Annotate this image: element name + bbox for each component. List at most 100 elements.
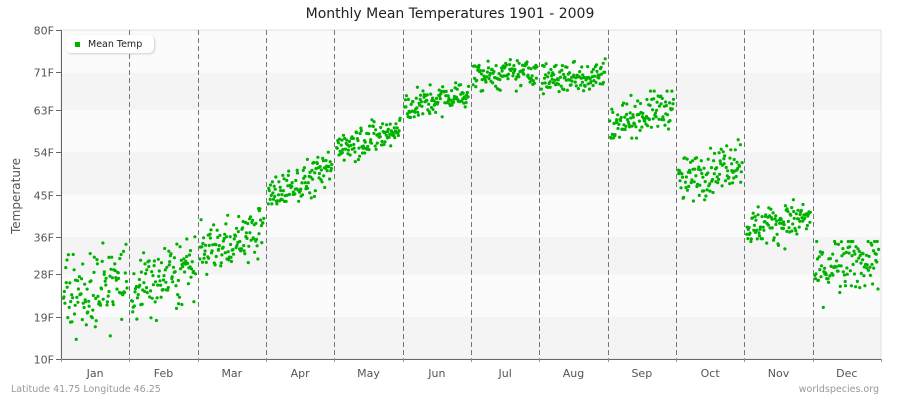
data-point [178, 245, 182, 249]
data-point [854, 285, 858, 289]
data-point [414, 96, 418, 100]
data-point [732, 157, 736, 162]
data-point [519, 83, 523, 87]
data-point [850, 254, 854, 258]
data-point [722, 162, 726, 166]
data-point [80, 318, 84, 322]
data-point [641, 111, 645, 115]
data-point [159, 283, 163, 287]
data-point [308, 191, 312, 195]
x-tick-label: Nov [768, 367, 790, 380]
data-point [420, 104, 424, 108]
data-point [526, 73, 530, 77]
data-point [104, 276, 108, 280]
data-point [120, 317, 124, 321]
data-point [745, 232, 749, 236]
data-point [791, 198, 796, 202]
data-point [629, 116, 633, 120]
data-point [98, 303, 103, 307]
legend[interactable]: Mean Temp [66, 35, 155, 53]
data-point [217, 244, 221, 248]
data-point [155, 296, 159, 300]
data-point [132, 272, 136, 276]
data-point [254, 237, 259, 241]
data-point [790, 229, 794, 233]
data-point [691, 159, 695, 163]
data-point [539, 87, 544, 91]
y-tick-label: 19F [34, 312, 54, 325]
data-point [506, 72, 511, 76]
data-point [876, 287, 880, 291]
data-point [68, 281, 72, 285]
data-point [284, 199, 288, 203]
data-point [451, 100, 456, 104]
data-point [660, 96, 664, 100]
data-point [479, 72, 484, 76]
data-point [441, 85, 445, 89]
data-point [710, 177, 715, 182]
chart-title: Monthly Mean Temperatures 1901 - 2009 [305, 6, 595, 22]
data-point [717, 177, 721, 181]
data-point [525, 60, 529, 64]
data-point [859, 271, 863, 275]
data-point [219, 261, 223, 265]
data-point [80, 277, 84, 281]
data-point [845, 272, 849, 276]
data-point [861, 252, 865, 256]
data-point [299, 187, 303, 191]
data-point [71, 296, 75, 300]
data-point [181, 265, 185, 269]
data-point [789, 213, 793, 217]
data-point [209, 228, 213, 232]
data-point [348, 153, 352, 157]
data-point [637, 119, 642, 123]
data-point [104, 283, 108, 287]
data-point [221, 239, 225, 243]
data-point [435, 96, 439, 100]
data-point [706, 171, 710, 175]
x-axis-ticks: Jan Feb Mar Apr May Jun Jul Aug Sep Oct Nov Dec [61, 359, 882, 380]
data-point [557, 90, 561, 94]
data-point [582, 75, 586, 80]
data-point [86, 310, 90, 314]
y-tick-label: 63F [34, 105, 54, 118]
data-point [277, 180, 281, 184]
data-point [177, 295, 182, 299]
data-point [84, 323, 88, 327]
data-point [634, 125, 638, 129]
data-point [852, 272, 857, 276]
data-point [480, 78, 484, 82]
data-point [590, 70, 594, 74]
data-point [188, 249, 193, 253]
data-point [135, 296, 139, 300]
data-point [542, 76, 547, 80]
data-point [624, 124, 628, 128]
data-point [271, 197, 276, 201]
data-point [293, 192, 297, 196]
data-point [124, 242, 128, 246]
data-point [416, 113, 420, 117]
data-point [323, 185, 327, 190]
data-point [242, 249, 246, 253]
data-point [836, 242, 841, 246]
data-point [322, 174, 326, 178]
data-point [217, 247, 221, 251]
data-point [872, 266, 876, 270]
data-point [227, 258, 231, 262]
source-link[interactable]: worldspecies.org [798, 384, 879, 395]
data-point [193, 272, 198, 276]
data-point [380, 139, 384, 144]
data-point [152, 259, 156, 263]
data-point [630, 124, 634, 128]
data-point [267, 189, 271, 193]
data-point [556, 82, 561, 86]
data-point [434, 110, 438, 114]
data-point [756, 213, 760, 217]
data-point [383, 140, 387, 144]
legend-swatch-icon [75, 41, 80, 47]
data-point [389, 144, 393, 148]
data-point [548, 80, 552, 84]
data-point [464, 97, 468, 101]
data-point [93, 325, 97, 329]
data-point [393, 136, 397, 140]
